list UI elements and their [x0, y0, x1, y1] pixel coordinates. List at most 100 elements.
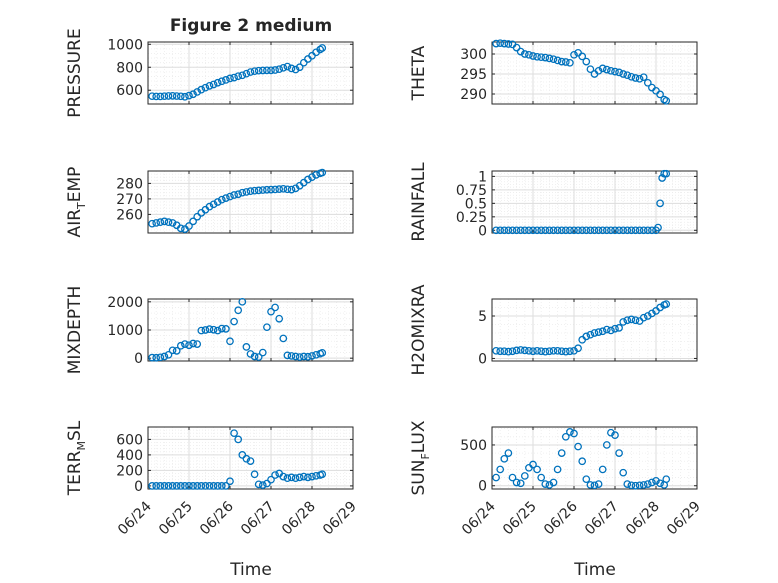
data-point — [520, 50, 529, 58]
data-point — [242, 188, 251, 196]
data-point — [598, 226, 607, 235]
data-point — [582, 332, 591, 341]
data-point — [152, 482, 161, 490]
data-point — [234, 72, 243, 81]
data-point — [156, 218, 165, 226]
data-point — [263, 323, 271, 332]
data-point — [152, 219, 161, 227]
data-point — [160, 92, 169, 101]
data-point — [508, 473, 517, 482]
axes-box — [147, 426, 354, 490]
data-point — [508, 347, 517, 356]
data-point — [537, 347, 546, 356]
data-point — [529, 52, 537, 60]
data-point — [246, 68, 255, 76]
data-point — [299, 472, 308, 481]
y-axis-label: TERRMSL — [65, 420, 88, 496]
y-tick-label: 400 — [116, 448, 143, 464]
data-point — [611, 226, 619, 235]
data-point — [627, 72, 636, 81]
data-point — [512, 226, 521, 235]
data-point — [500, 226, 509, 235]
y-tick-label: 600 — [116, 432, 143, 448]
data-point — [230, 317, 238, 326]
data-point — [537, 53, 546, 62]
data-point — [619, 70, 628, 78]
data-point — [496, 226, 505, 235]
data-point — [213, 78, 222, 87]
data-point — [656, 90, 664, 99]
data-point — [263, 479, 271, 488]
data-point — [643, 78, 652, 87]
data-point — [189, 482, 197, 490]
data-point — [623, 71, 632, 80]
data-point — [602, 325, 611, 334]
data-point — [516, 226, 525, 235]
data-point — [160, 482, 169, 490]
data-point — [271, 66, 279, 74]
data-point — [287, 64, 296, 73]
data-point — [279, 334, 288, 343]
data-point — [658, 174, 667, 182]
data-point — [566, 58, 574, 67]
data-point — [549, 55, 558, 64]
y-tick-label: 2000 — [107, 295, 143, 311]
data-point — [275, 314, 284, 323]
data-point — [662, 300, 671, 308]
data-point — [652, 476, 660, 485]
y-tick-label: 295 — [460, 67, 487, 83]
y-tick-label: 5 — [478, 309, 487, 325]
data-point — [160, 217, 169, 226]
data-point — [213, 198, 222, 206]
data-point — [545, 226, 554, 235]
data-point — [557, 449, 566, 457]
data-point — [234, 190, 243, 199]
data-point — [234, 306, 243, 315]
data-point — [611, 324, 619, 333]
data-point — [566, 347, 574, 356]
data-point — [254, 186, 263, 195]
data-point — [541, 480, 550, 488]
data-point — [226, 192, 234, 201]
data-point — [627, 481, 636, 490]
data-point — [160, 352, 169, 361]
data-point — [598, 64, 607, 73]
data-point — [275, 65, 284, 74]
data-point — [258, 186, 267, 194]
data-point — [590, 226, 599, 235]
data-point — [246, 457, 255, 465]
data-point — [318, 44, 327, 52]
data-point — [492, 346, 500, 355]
data-point — [602, 226, 611, 235]
data-point — [222, 482, 230, 490]
data-point — [263, 185, 271, 194]
data-point — [590, 481, 599, 490]
data-point — [148, 353, 156, 362]
data-point — [586, 330, 595, 339]
y-tick-label: 0 — [478, 479, 487, 495]
data-point — [574, 226, 582, 235]
y-tick-label: 500 — [460, 438, 487, 454]
axes-box — [147, 41, 354, 105]
data-point — [205, 325, 214, 334]
data-point — [242, 343, 251, 351]
data-point — [254, 353, 263, 361]
data-point — [308, 173, 316, 182]
data-point — [250, 186, 259, 195]
data-point — [295, 473, 304, 482]
data-point — [291, 65, 300, 74]
data-point — [545, 347, 554, 356]
data-point — [152, 92, 161, 101]
data-point — [164, 218, 173, 226]
data-point — [623, 316, 632, 325]
data-point — [193, 340, 202, 348]
data-point — [250, 470, 259, 479]
data-point — [512, 346, 521, 355]
data-point — [148, 482, 156, 490]
data-point — [279, 184, 288, 193]
data-point — [185, 341, 193, 350]
data-point — [639, 73, 648, 82]
data-point — [566, 428, 574, 436]
